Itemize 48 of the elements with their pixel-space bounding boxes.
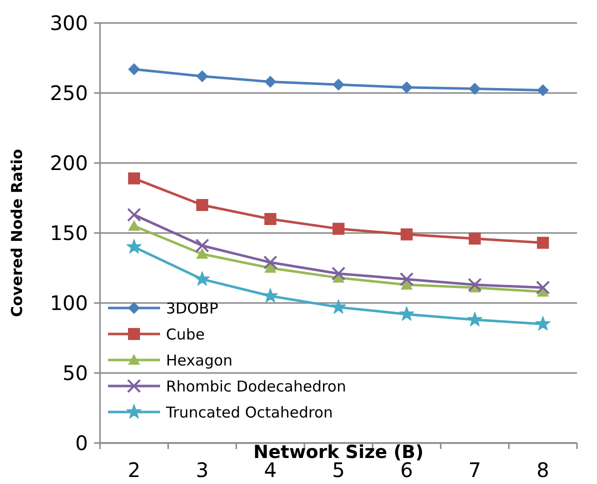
x-tick-label: 3 <box>196 458 209 482</box>
point <box>196 248 208 259</box>
legend-label: 3DOBP <box>166 299 218 318</box>
point <box>264 76 276 88</box>
x-tick-label: 7 <box>468 458 482 482</box>
point <box>263 255 278 270</box>
y-tick-label: 250 <box>50 81 88 105</box>
point <box>127 208 142 222</box>
x-tick-label: 8 <box>536 458 550 482</box>
point <box>330 299 346 314</box>
point <box>400 81 413 94</box>
x-tick-label: 2 <box>128 458 140 482</box>
point <box>467 312 482 326</box>
point <box>399 306 414 321</box>
point <box>332 222 344 235</box>
point <box>196 199 208 211</box>
legend-label: Hexagon <box>166 351 233 370</box>
y-tick-label: 200 <box>50 151 88 175</box>
point <box>468 278 482 292</box>
point <box>400 272 414 286</box>
y-tick-label: 300 <box>50 11 88 35</box>
y-tick-label: 50 <box>62 361 88 385</box>
point <box>535 316 550 330</box>
point <box>128 172 140 184</box>
point <box>128 220 140 231</box>
point <box>264 262 276 273</box>
point <box>332 266 346 281</box>
legend-label: Rhombic Dodecahedron <box>166 377 346 396</box>
point <box>536 280 550 295</box>
point <box>262 288 278 302</box>
legend-label: Cube <box>166 325 205 344</box>
point <box>195 238 210 253</box>
point <box>194 271 210 286</box>
point <box>536 84 549 96</box>
y-tick-label: 0 <box>75 431 88 455</box>
point <box>332 78 344 91</box>
y-tick-label: 150 <box>50 221 88 245</box>
legend-label: Truncated Octahedron <box>165 403 333 422</box>
point <box>264 213 276 225</box>
y-axis-title: Covered Node Ratio <box>8 148 26 318</box>
point <box>468 82 481 95</box>
point <box>400 228 413 240</box>
point <box>128 63 140 76</box>
y-tick-label: 100 <box>50 291 88 315</box>
point <box>196 70 208 82</box>
point <box>468 232 481 245</box>
point <box>126 239 142 254</box>
point <box>536 236 549 249</box>
